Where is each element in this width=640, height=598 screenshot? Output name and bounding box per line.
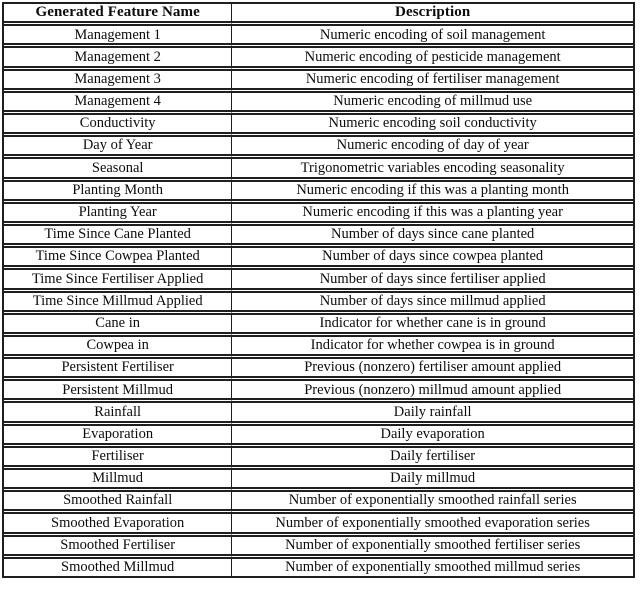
feature-cell: Day of Year	[4, 137, 233, 160]
header-row: Generated Feature Name Description	[4, 4, 633, 27]
description-cell: Numeric encoding soil conductivity	[232, 115, 633, 138]
feature-cell: Smoothed Evaporation	[4, 514, 233, 537]
feature-cell: Management 3	[4, 70, 233, 93]
description-cell: Number of exponentially smoothed fertili…	[232, 537, 633, 559]
description-cell: Trigonometric variables encoding seasona…	[232, 159, 633, 182]
description-cell: Numeric encoding of millmud use	[232, 93, 633, 115]
table-row: Evaporation Daily evaporation	[4, 425, 633, 448]
description-cell: Previous (nonzero) millmud amount applie…	[232, 381, 633, 404]
table-row: Rainfall Daily rainfall	[4, 403, 633, 426]
table-row: Day of Year Numeric encoding of day of ye…	[4, 137, 633, 160]
table-row: Management 1 Numeric encoding of soil man…	[4, 26, 633, 49]
description-cell: Indicator for whether cowpea is in groun…	[232, 337, 633, 360]
description-cell: Numeric encoding of pesticide management	[232, 48, 633, 71]
description-cell: Number of days since cowpea planted	[232, 248, 633, 271]
feature-cell: Smoothed Fertiliser	[4, 536, 233, 559]
description-cell: Numeric encoding of soil management	[232, 26, 633, 49]
feature-cell: Management 4	[4, 92, 233, 115]
description-cell: Daily millmud	[232, 470, 633, 493]
feature-cell: Cowpea in	[4, 336, 233, 360]
description-cell: Number of exponentially smoothed rainfal…	[232, 492, 633, 515]
feature-cell: Millmud	[4, 470, 233, 493]
feature-cell: Time Since Cane Planted	[4, 225, 233, 249]
feature-cell: Planting Month	[4, 181, 233, 204]
description-cell: Number of exponentially smoothed millmud…	[285, 559, 581, 576]
table-row: Management 4 Numeric encoding of millmud …	[4, 92, 633, 115]
table-row: Persistent Fertiliser Previous (nonzero) …	[4, 359, 633, 382]
description-cell: Previous (nonzero) fertiliser amount app…	[232, 359, 633, 382]
table-row: Smoothed Rainfall Number of exponentially…	[4, 492, 633, 515]
description-cell: Number of days since millmud applied	[232, 293, 633, 315]
feature-cell: Time Since Millmud Applied	[4, 292, 233, 315]
table-row: Fertiliser Daily fertiliser	[4, 447, 633, 470]
table-row: Millmud Daily millmud	[4, 470, 633, 493]
table-row: Smoothed Millmud Number of exponentially …	[4, 558, 633, 576]
feature-cell: Time Since Fertiliser Applied	[4, 270, 233, 293]
feature-cell: Fertiliser	[4, 447, 233, 470]
column-header-feature-name: Generated Feature Name	[4, 4, 233, 27]
feature-cell: Persistent Fertiliser	[4, 359, 233, 382]
table-row: Smoothed Evaporation Number of exponentia…	[4, 514, 633, 537]
table-row: Conductivity Numeric encoding soil conduc…	[4, 115, 633, 138]
column-header-description: Description	[232, 4, 633, 27]
feature-cell: Persistent Millmud	[4, 381, 233, 404]
table-row: Time Since Cane Planted Number of days si…	[4, 225, 633, 249]
table-row: Smoothed Fertiliser Number of exponential…	[4, 536, 633, 559]
feature-cell: Seasonal	[4, 159, 233, 182]
description-cell: Daily fertiliser	[232, 448, 633, 470]
description-cell: Daily rainfall	[232, 403, 633, 426]
description-cell: Number of days since cane planted	[232, 226, 633, 249]
table-row: Cane in Indicator for whether cane is in …	[4, 314, 633, 337]
table-row: Time Since Millmud Applied Number of days…	[4, 292, 633, 315]
feature-cell: Rainfall	[4, 403, 233, 426]
feature-cell: Planting Year	[4, 203, 233, 226]
feature-table: Generated Feature Name Description Manag…	[4, 4, 633, 576]
table-row: Management 2 Numeric encoding of pesticid…	[4, 48, 633, 71]
table-row: Planting Year Numeric encoding if this wa…	[4, 203, 633, 226]
description-cell: Number of exponentially smoothed evapora…	[232, 514, 633, 537]
description-cell: Numeric encoding if this was a planting …	[232, 182, 633, 204]
table-row: Management 3 Numeric encoding of fertilis…	[4, 70, 633, 93]
feature-cell: Management 1	[4, 26, 233, 49]
table-row: Time Since Fertiliser Applied Number of d…	[4, 270, 633, 293]
description-cell: Numeric encoding of fertiliser managemen…	[232, 71, 633, 93]
feature-cell: Cane in	[4, 314, 233, 337]
table-row: Time Since Cowpea Planted Number of days …	[4, 248, 633, 271]
description-cell: Indicator for whether cane is in ground	[232, 315, 633, 337]
table-row: Persistent Millmud Previous (nonzero) mil…	[4, 381, 633, 404]
table-row: Planting Month Numeric encoding if this w…	[4, 181, 633, 204]
description-cell: Daily evaporation	[232, 426, 633, 448]
feature-table-frame: Generated Feature Name Description Manag…	[2, 2, 635, 578]
table-row: Seasonal Trigonometric variables encoding…	[4, 159, 633, 182]
feature-cell: Smoothed Millmud	[4, 558, 233, 576]
feature-cell: Time Since Cowpea Planted	[4, 248, 233, 271]
feature-cell: Smoothed Rainfall	[4, 492, 233, 515]
feature-cell: Evaporation	[4, 425, 233, 448]
feature-cell: Conductivity	[4, 115, 233, 138]
table-row: Cowpea in Indicator for whether cowpea is…	[4, 336, 633, 360]
description-cell: Numeric encoding of day of year	[232, 137, 633, 160]
description-cell: Numeric encoding if this was a planting …	[232, 204, 633, 226]
feature-cell: Management 2	[4, 48, 233, 71]
table-body: Management 1 Numeric encoding of soil man…	[4, 26, 633, 576]
description-cell: Number of days since fertiliser applied	[232, 270, 633, 293]
